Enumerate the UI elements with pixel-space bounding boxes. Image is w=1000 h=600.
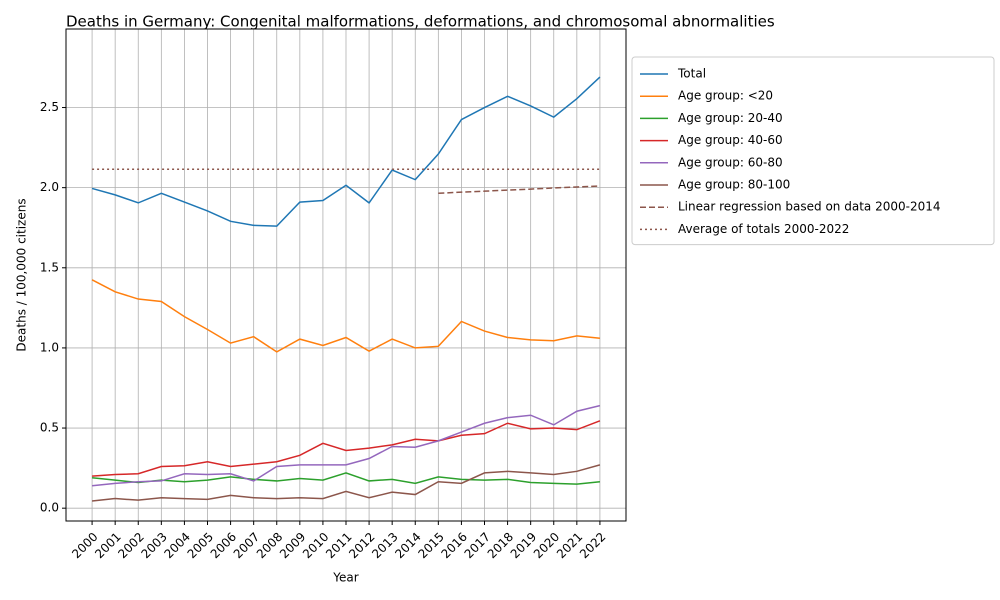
legend-label: Average of totals 2000-2022 [678, 222, 849, 236]
plot-frame [65, 28, 627, 522]
x-tick-label: 2021 [554, 530, 585, 561]
x-tick-label: 2020 [531, 530, 562, 561]
x-tick-label: 2003 [138, 530, 169, 561]
legend-label: Age group: 40-60 [678, 133, 783, 147]
x-tick-label: 2002 [115, 530, 146, 561]
series-line [92, 404, 601, 487]
legend-label: Age group: 60-80 [678, 155, 783, 169]
chart-title: Deaths in Germany: Congenital malformati… [66, 13, 775, 31]
series-line [92, 420, 601, 477]
x-tick-label: 2013 [369, 530, 400, 561]
x-tick-label: 2004 [162, 530, 193, 561]
x-tick-label: 2012 [346, 530, 377, 561]
legend-label: Total [677, 67, 706, 81]
series-line [92, 472, 600, 485]
x-tick-label: 2001 [92, 530, 123, 561]
series-line [91, 279, 600, 353]
y-axis-label: Deaths / 100,000 citizens [15, 198, 29, 351]
x-tick-label: 2014 [392, 530, 423, 561]
y-tick-label: 2.0 [40, 180, 59, 194]
x-axis-label: Year [332, 571, 358, 585]
x-tick-label: 2016 [439, 530, 470, 561]
legend: Total Age group: <20 Age group: 20-40 Age g… [631, 56, 995, 246]
series-line [92, 464, 601, 502]
x-tick-label: 2005 [185, 530, 216, 561]
x-tick-label: 2022 [577, 530, 608, 561]
x-tick-label: 2006 [208, 530, 239, 561]
x-tick-label: 2008 [254, 530, 285, 561]
series-line [438, 185, 600, 195]
y-tick-label: 2.5 [40, 100, 59, 114]
x-tick-label: 2011 [323, 530, 354, 561]
x-tick-label: 2007 [231, 530, 262, 561]
x-tick-label: 2017 [462, 530, 493, 561]
x-tick-label: 2018 [485, 530, 516, 561]
legend-label: Age group: 80-100 [678, 178, 790, 192]
x-tick-label: 2000 [69, 530, 100, 561]
x-tick-label: 2009 [277, 530, 308, 561]
legend-label: Age group: 20-40 [678, 111, 783, 125]
y-tick-label: 1.5 [40, 260, 59, 274]
y-tick-label: 1.0 [40, 340, 59, 354]
x-tick-label: 2019 [508, 530, 539, 561]
x-tick-label: 2010 [300, 530, 331, 561]
y-tick-label: 0.0 [40, 501, 59, 515]
x-tick-label: 2015 [415, 530, 446, 561]
y-tick-label: 0.5 [40, 421, 59, 435]
legend-label: Linear regression based on data 2000-201… [678, 200, 940, 214]
series-line [91, 76, 601, 227]
legend-box [631, 56, 995, 246]
legend-label: Age group: <20 [678, 89, 773, 103]
